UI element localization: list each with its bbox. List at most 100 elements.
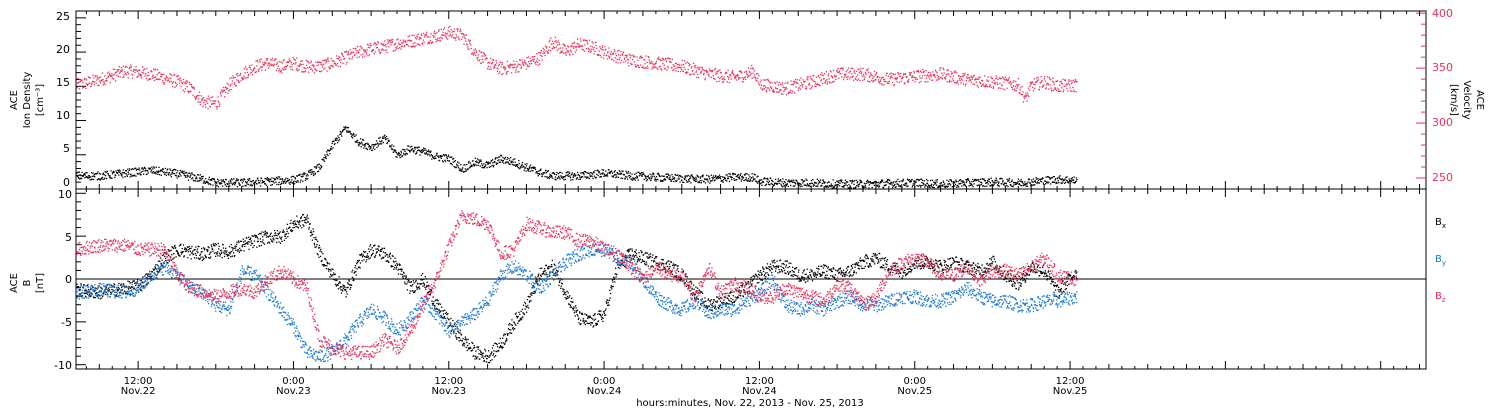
density-point bbox=[345, 127, 347, 129]
density-point bbox=[980, 183, 982, 186]
velocity-point bbox=[799, 79, 801, 81]
velocity-point bbox=[292, 56, 294, 59]
velocity-point bbox=[983, 75, 986, 77]
density-point bbox=[457, 161, 459, 163]
density-point bbox=[966, 180, 968, 182]
density-point bbox=[732, 174, 734, 176]
velocity-point bbox=[555, 46, 557, 48]
velocity-point bbox=[671, 67, 673, 69]
density-point bbox=[708, 176, 710, 178]
velocity-point bbox=[194, 96, 196, 98]
velocity-point bbox=[770, 87, 772, 89]
velocity-point bbox=[442, 31, 444, 33]
density-point bbox=[572, 179, 574, 181]
velocity-point bbox=[487, 65, 490, 67]
velocity-point bbox=[234, 76, 236, 78]
density-point bbox=[566, 175, 568, 177]
velocity-point bbox=[581, 45, 583, 47]
velocity-point bbox=[903, 73, 905, 75]
velocity-point bbox=[857, 78, 860, 80]
density-point bbox=[197, 180, 199, 182]
velocity-point bbox=[943, 72, 945, 74]
velocity-point bbox=[719, 72, 721, 74]
velocity-point bbox=[862, 73, 865, 76]
velocity-point bbox=[110, 75, 113, 77]
density-point bbox=[481, 166, 483, 169]
density-point bbox=[158, 170, 160, 172]
velocity-point bbox=[770, 86, 772, 88]
density-point bbox=[606, 175, 609, 177]
velocity-point bbox=[409, 35, 411, 37]
velocity-point bbox=[1014, 85, 1016, 88]
density-point bbox=[1047, 176, 1049, 178]
velocity-point bbox=[218, 102, 220, 104]
density-point bbox=[545, 172, 548, 174]
density-point bbox=[263, 181, 265, 183]
velocity-point bbox=[247, 76, 249, 78]
density-point bbox=[997, 184, 999, 186]
velocity-point bbox=[879, 80, 881, 83]
density-point bbox=[912, 183, 914, 185]
density-point bbox=[592, 171, 595, 173]
density-point bbox=[637, 179, 639, 181]
velocity-point bbox=[549, 46, 551, 48]
velocity-point bbox=[143, 72, 145, 74]
velocity-point bbox=[644, 63, 646, 65]
density-point bbox=[88, 175, 90, 177]
density-point bbox=[359, 143, 361, 145]
velocity-point bbox=[210, 100, 212, 102]
velocity-point bbox=[786, 88, 788, 90]
velocity-point bbox=[966, 77, 968, 79]
velocity-point bbox=[126, 66, 128, 68]
bottom-panel-tick-marks bbox=[76, 192, 86, 366]
density-point bbox=[94, 176, 96, 178]
density-point bbox=[273, 182, 275, 184]
density-point bbox=[927, 180, 929, 182]
density-point bbox=[607, 172, 609, 174]
velocity-point bbox=[394, 42, 397, 45]
velocity-point bbox=[506, 71, 508, 73]
velocity-point bbox=[1033, 83, 1035, 85]
velocity-point bbox=[984, 84, 987, 87]
velocity-point bbox=[874, 79, 876, 81]
density-point bbox=[885, 184, 887, 186]
velocity-point bbox=[78, 81, 80, 84]
density-point bbox=[538, 173, 540, 175]
density-point bbox=[862, 186, 864, 188]
density-point bbox=[864, 184, 866, 186]
density-point bbox=[1032, 178, 1035, 180]
density-point bbox=[577, 173, 580, 176]
density-point bbox=[363, 147, 365, 149]
velocity-point bbox=[808, 82, 810, 84]
density-point bbox=[1009, 181, 1011, 183]
velocity-point bbox=[892, 73, 894, 75]
velocity-point bbox=[81, 85, 83, 87]
velocity-point bbox=[507, 71, 509, 73]
velocity-point bbox=[765, 91, 768, 93]
velocity-point bbox=[864, 71, 866, 73]
velocity-point bbox=[521, 61, 524, 63]
velocity-point bbox=[79, 78, 81, 81]
bx-point bbox=[98, 290, 101, 292]
density-point bbox=[663, 179, 665, 181]
velocity-point bbox=[501, 63, 503, 66]
velocity-point bbox=[863, 75, 865, 77]
density-point bbox=[566, 171, 568, 174]
density-point bbox=[420, 151, 422, 153]
velocity-point bbox=[660, 68, 662, 70]
density-point bbox=[310, 171, 312, 173]
density-point bbox=[724, 177, 726, 180]
velocity-point bbox=[920, 80, 922, 83]
density-point bbox=[464, 168, 466, 170]
density-point bbox=[527, 169, 529, 171]
density-point bbox=[707, 181, 709, 183]
velocity-point bbox=[645, 67, 647, 69]
density-point bbox=[1024, 181, 1026, 183]
density-point bbox=[96, 179, 99, 181]
velocity-point bbox=[241, 78, 244, 81]
density-point bbox=[933, 181, 935, 183]
velocity-point bbox=[1025, 92, 1027, 94]
velocity-point bbox=[847, 76, 849, 78]
velocity-point bbox=[746, 76, 749, 78]
density-point bbox=[180, 175, 182, 177]
